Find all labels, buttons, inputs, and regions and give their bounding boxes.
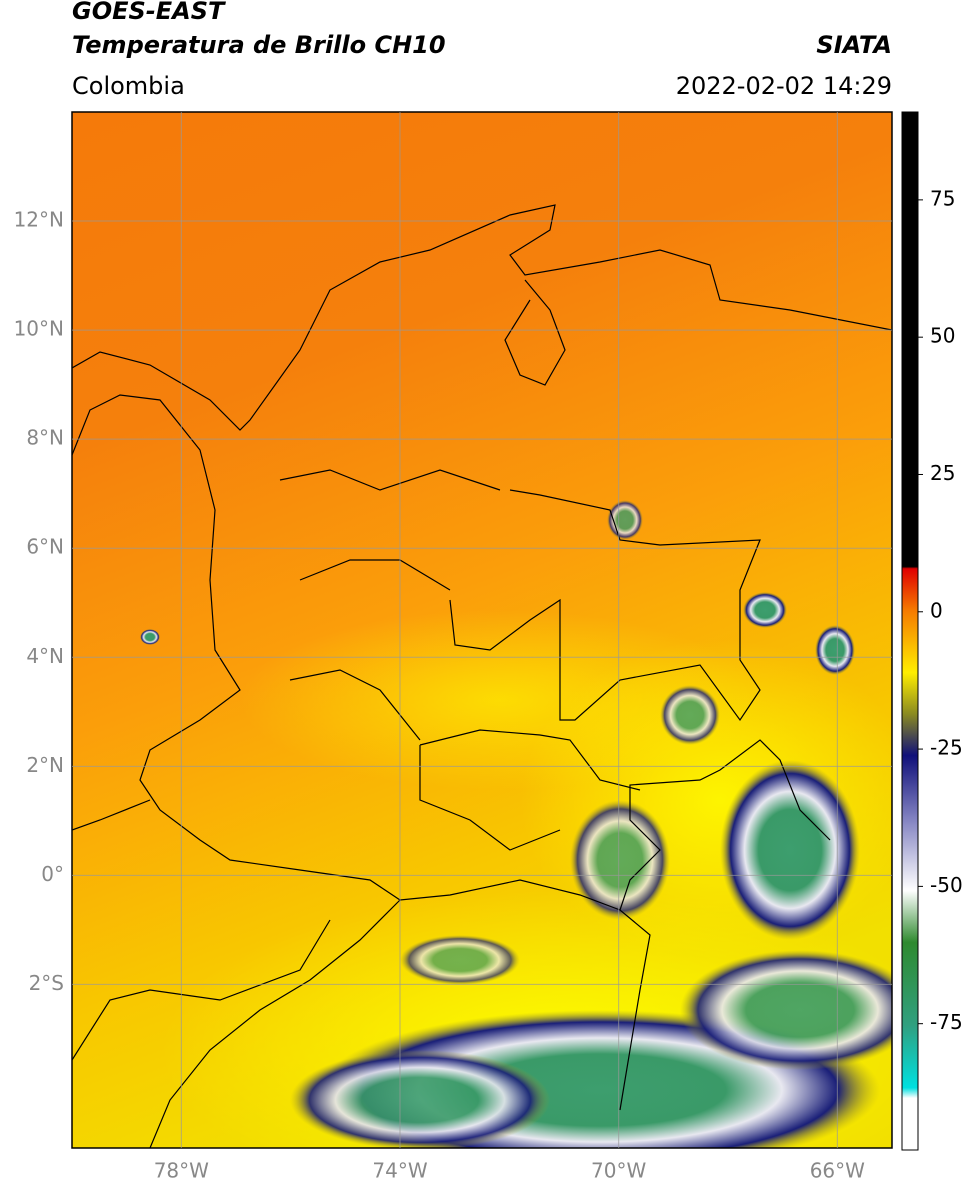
lat-tick-label: 12°N [14, 208, 64, 232]
product: Temperatura de Brillo CH10 [72, 31, 446, 59]
colorbar-tick-label: 75 [930, 186, 955, 210]
colorbar-tick-label: 0 [930, 598, 943, 622]
map-frame [71, 111, 893, 1149]
source: SIATA [816, 31, 892, 59]
colorbar-tick-label: 50 [930, 324, 955, 348]
colorbar-tick-label: -75 [930, 1010, 963, 1034]
map-image [72, 112, 892, 1148]
colorbar-tick-label: 25 [930, 461, 955, 485]
lat-tick-label: 4°N [26, 644, 64, 668]
colorbar-tick-label: -25 [930, 736, 963, 760]
lat-tick-label: 0° [41, 862, 64, 886]
lon-tick-label: 74°W [372, 1159, 427, 1183]
lat-tick-label: 10°N [14, 317, 64, 341]
colorbar [901, 111, 919, 1151]
lat-tick-label: 8°N [26, 426, 64, 450]
satellite: GOES-EAST [72, 0, 226, 25]
lat-tick-label: 2°S [29, 971, 64, 995]
lat-tick-label: 2°N [26, 753, 64, 777]
lon-tick-label: 70°W [591, 1159, 646, 1183]
lon-tick-label: 78°W [154, 1159, 209, 1183]
lat-tick-label: 6°N [26, 535, 64, 559]
datetime: 2022-02-02 14:29 [676, 72, 892, 100]
lon-tick-label: 66°W [810, 1159, 865, 1183]
region: Colombia [72, 72, 185, 100]
colorbar-tick-label: -50 [930, 873, 963, 897]
